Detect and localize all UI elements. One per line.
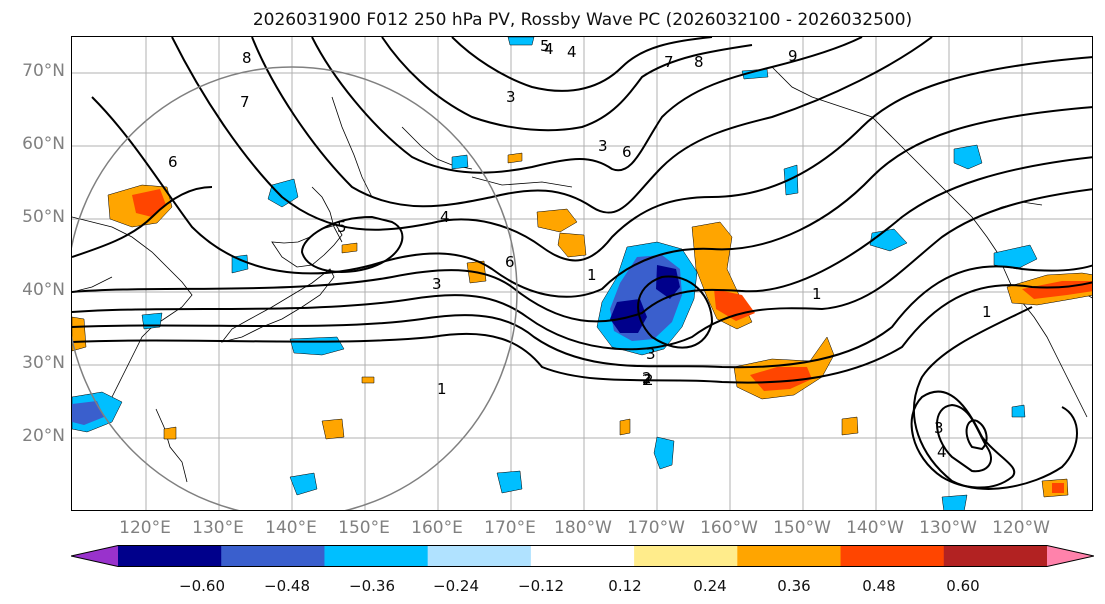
contour-label: 5 xyxy=(540,37,550,55)
colorbar-segments xyxy=(71,545,1094,567)
contour-label: 9 xyxy=(788,47,798,65)
map-panel[interactable]: 8 7 6 5 4 3 2 1 1 2 3 4 3 6 6 7 8 9 5 4 … xyxy=(71,36,1093,511)
colorbar-segment xyxy=(840,545,945,567)
lon-label-130e: 130°E xyxy=(192,518,244,538)
contour-labels: 8 7 6 5 4 3 2 1 1 2 3 4 3 6 6 7 8 9 5 4 … xyxy=(168,37,992,461)
contour-label: 8 xyxy=(694,53,704,71)
lon-label-130w: 130°W xyxy=(919,518,977,538)
lon-label-170w: 170°W xyxy=(627,518,685,538)
contour-label: 4 xyxy=(937,443,947,461)
colorbar-segment xyxy=(324,545,429,567)
colorbar-tick-neg036: −0.36 xyxy=(349,577,395,595)
colorbar-tick-048: 0.48 xyxy=(862,577,896,595)
colorbar-segment xyxy=(427,545,532,567)
colorbar-segment xyxy=(530,545,635,567)
contour-label: 1 xyxy=(982,303,992,321)
colorbar-segment xyxy=(221,545,325,567)
lat-label-40n: 40°N xyxy=(22,280,65,300)
colorbar-extend-low xyxy=(71,545,118,567)
lon-label-160e: 160°E xyxy=(411,518,463,538)
colorbar-tick-neg024: −0.24 xyxy=(433,577,479,595)
colorbar-tick-neg012: −0.12 xyxy=(518,577,564,595)
colorbar-tick-036: 0.36 xyxy=(777,577,811,595)
lon-label-150e: 150°E xyxy=(338,518,390,538)
contour-label: 3 xyxy=(598,137,608,155)
map-canvas: 8 7 6 5 4 3 2 1 1 2 3 4 3 6 6 7 8 9 5 4 … xyxy=(72,37,1092,510)
contour-label: 8 xyxy=(242,49,252,67)
contour-label: 3 xyxy=(934,419,944,437)
contour-label: 6 xyxy=(505,253,515,271)
contour-label: 2 xyxy=(642,369,652,387)
colorbar-tick-012: 0.12 xyxy=(608,577,642,595)
map-title: 2026031900 F012 250 hPa PV, Rossby Wave … xyxy=(252,10,913,30)
lat-label-70n: 70°N xyxy=(22,61,65,81)
colorbar-segment xyxy=(118,545,222,567)
colorbar-tick-neg060: −0.60 xyxy=(179,577,225,595)
contour-label: 7 xyxy=(240,93,250,111)
contour-label: 4 xyxy=(440,208,450,226)
lat-label-60n: 60°N xyxy=(22,134,65,154)
contour-label: 2 xyxy=(644,371,654,389)
contour-label: 6 xyxy=(622,143,632,161)
pv-contours xyxy=(72,37,1092,490)
contour-label: 6 xyxy=(168,153,178,171)
contour-label: 3 xyxy=(506,88,516,106)
rossby-wave-radius-ring xyxy=(72,66,518,510)
contour-label: 4 xyxy=(544,40,554,58)
negative-pv-anomalies xyxy=(72,37,1038,510)
lon-label-140w: 140°W xyxy=(846,518,904,538)
lat-label-50n: 50°N xyxy=(22,207,65,227)
colorbar-tick-neg048: −0.48 xyxy=(264,577,310,595)
lon-label-180w: 180°W xyxy=(554,518,612,538)
contour-label: 4 xyxy=(567,43,577,61)
colorbar-tick-060: 0.60 xyxy=(946,577,980,595)
lon-label-120e: 120°E xyxy=(119,518,171,538)
contour-label: 2 xyxy=(642,371,652,389)
lat-label-20n: 20°N xyxy=(22,426,65,446)
contour-label: 3 xyxy=(432,275,442,293)
lon-label-140e: 140°E xyxy=(265,518,317,538)
lon-label-120w: 120°W xyxy=(992,518,1050,538)
lon-label-150w: 150°W xyxy=(773,518,831,538)
contour-label: 3 xyxy=(646,345,656,363)
contour-label: 1 xyxy=(812,285,822,303)
colorbar-segment xyxy=(737,545,842,567)
lon-label-170e: 170°E xyxy=(484,518,536,538)
colorbar xyxy=(71,545,1094,567)
lon-label-160w: 160°W xyxy=(700,518,758,538)
colorbar-tick-024: 0.24 xyxy=(693,577,727,595)
colorbar-segment xyxy=(943,545,1048,567)
colorbar-outline xyxy=(71,545,1094,567)
colorbar-segment xyxy=(634,545,738,567)
contour-label: 7 xyxy=(664,53,674,71)
positive-pv-anomalies xyxy=(72,152,1092,498)
colorbar-extend-high xyxy=(1047,545,1094,567)
contour-label: 1 xyxy=(587,266,597,284)
contour-label: 5 xyxy=(337,218,347,236)
contour-label: 1 xyxy=(437,380,447,398)
lat-label-30n: 30°N xyxy=(22,353,65,373)
